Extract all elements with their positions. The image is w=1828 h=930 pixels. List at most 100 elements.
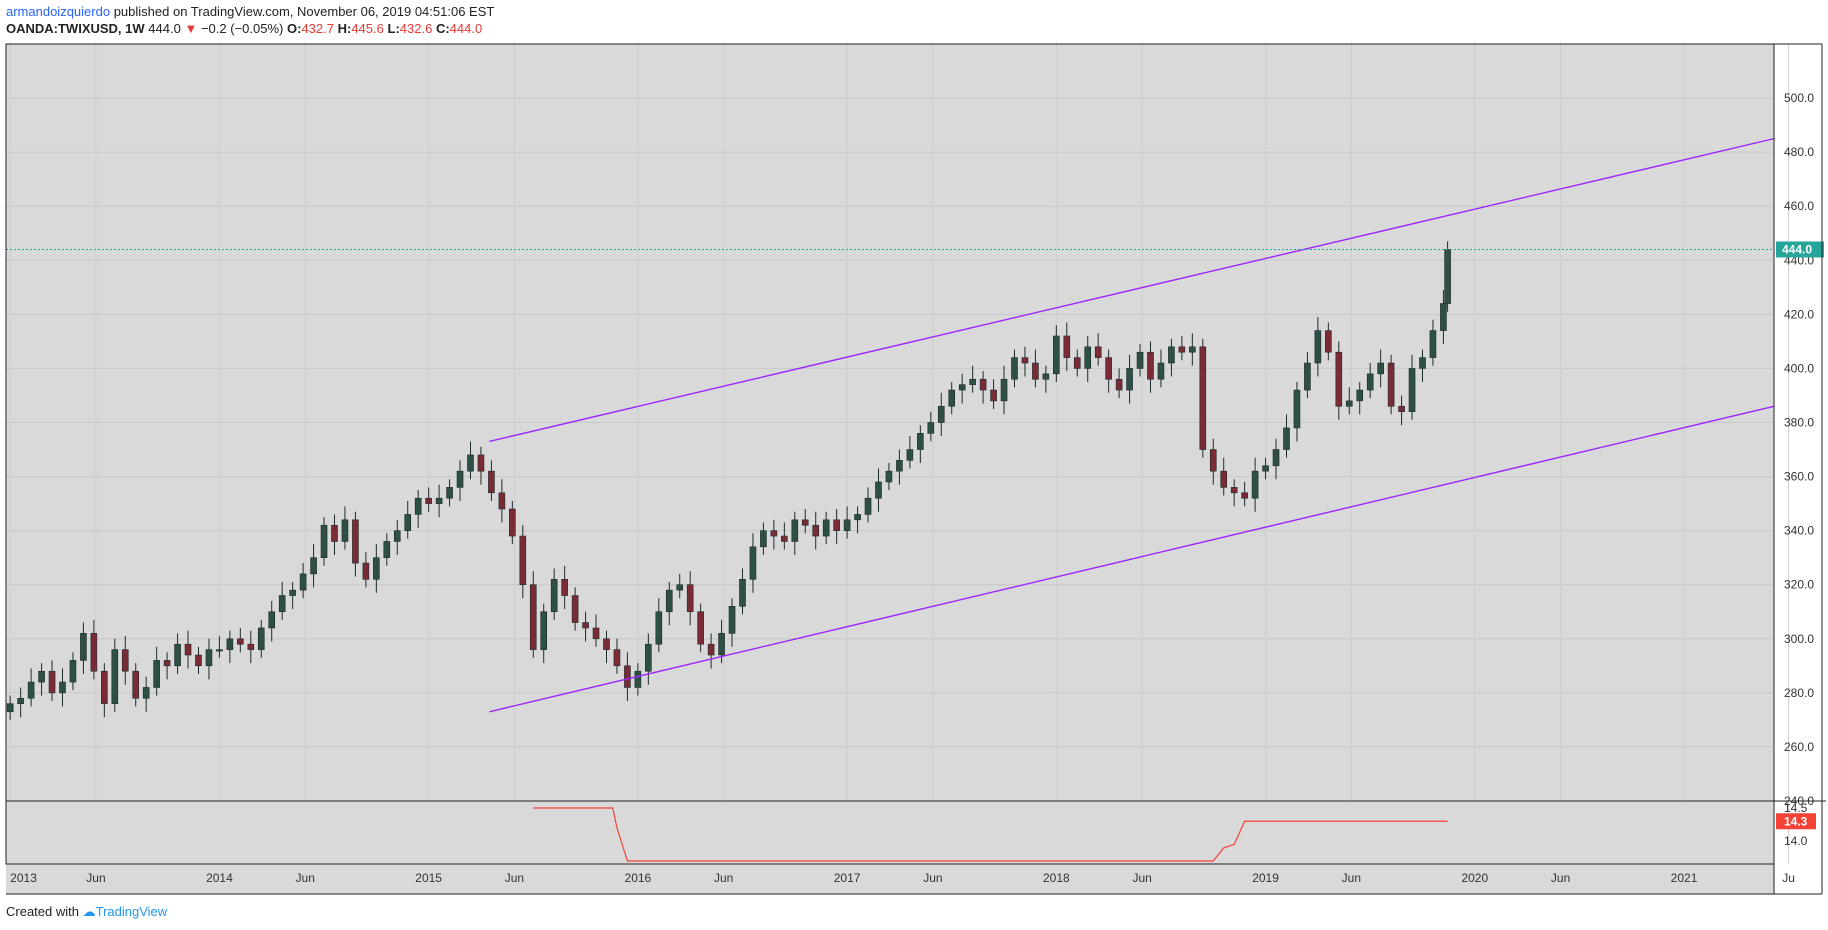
candle-body xyxy=(1000,378,1008,402)
open-label: O: xyxy=(286,21,302,36)
x-tick-label: Jun xyxy=(923,871,942,885)
candle-body xyxy=(906,449,914,461)
candle-body xyxy=(571,595,579,623)
candle-body xyxy=(477,454,485,472)
candle-body xyxy=(1189,346,1196,353)
candle-body xyxy=(655,611,663,645)
candle-body xyxy=(1335,351,1343,407)
close-label: C: xyxy=(435,21,450,36)
candle-body xyxy=(864,497,872,515)
last-price-badge xyxy=(1776,241,1824,258)
candle-body xyxy=(1325,330,1332,353)
low-value: 432.6 xyxy=(399,21,433,36)
y-tick-label: 280.0 xyxy=(1784,686,1814,700)
candle-body xyxy=(59,681,66,694)
footer: Created with ☁TradingView xyxy=(6,904,167,920)
price-change: −0.2 (−0.05%) xyxy=(200,21,284,36)
candle-body xyxy=(1387,362,1395,407)
x-tick-label: 2014 xyxy=(206,871,233,885)
candle-body xyxy=(634,670,642,688)
candle-body xyxy=(1105,357,1112,380)
candle-body xyxy=(519,535,527,586)
channel-lines[interactable] xyxy=(489,137,1775,713)
candle-body xyxy=(467,454,474,472)
y-tick-label: 260.0 xyxy=(1784,740,1814,754)
candle-body xyxy=(373,557,380,580)
time-axis[interactable]: 2013 Jun 2014 Jun 2015 Jun 2016 Jun 2017 Jun 2018 J… xyxy=(10,871,1795,885)
candle-body xyxy=(781,535,788,542)
x-tick-label: Ju xyxy=(1782,871,1795,885)
candle-body xyxy=(456,470,464,488)
x-tick-label: 2020 xyxy=(1461,871,1488,885)
candle-body xyxy=(38,670,45,683)
candle-body xyxy=(1199,346,1207,450)
candle-body xyxy=(226,638,234,650)
candle-body xyxy=(801,519,809,526)
candle-body xyxy=(686,584,694,613)
candle-body xyxy=(1011,357,1018,380)
candle-body xyxy=(718,633,725,656)
candle-body xyxy=(48,670,56,694)
y-tick-label: 500.0 xyxy=(1784,91,1814,105)
candle-body xyxy=(969,378,976,385)
x-tick-label: 2021 xyxy=(1671,871,1698,885)
x-tick-label: 2015 xyxy=(415,871,442,885)
candle-body xyxy=(1429,330,1437,358)
candle-body xyxy=(1220,470,1228,488)
candle-body xyxy=(592,627,600,640)
candle-body xyxy=(1168,346,1175,364)
candle-body xyxy=(414,497,422,515)
candle-body xyxy=(142,687,150,699)
x-tick-label: 2019 xyxy=(1252,871,1279,885)
candle-body xyxy=(132,670,140,699)
candle-body xyxy=(393,530,401,542)
candle-body xyxy=(1262,465,1269,472)
candle-body xyxy=(1209,449,1217,472)
candle-body xyxy=(216,649,223,652)
tradingview-logo-icon: ☁ xyxy=(82,904,96,919)
candle-body xyxy=(707,643,715,656)
y-tick-label: 320.0 xyxy=(1784,578,1814,592)
candle-body xyxy=(540,611,548,650)
candle-body xyxy=(896,460,903,472)
y-tick-label: 460.0 xyxy=(1784,199,1814,213)
price-axis[interactable]: 500.0480.0460.0440.0420.0400.0380.0360.0… xyxy=(1784,91,1814,808)
candle-body xyxy=(697,611,704,645)
x-tick-label: 2016 xyxy=(625,871,652,885)
candle-body xyxy=(1032,362,1039,380)
candle-body xyxy=(1084,346,1092,369)
gridlines xyxy=(6,44,1790,864)
high-value: 445.6 xyxy=(351,21,384,36)
x-tick-label: Jun xyxy=(505,871,524,885)
candle-body xyxy=(1398,405,1405,412)
candle-body xyxy=(1147,351,1154,380)
candle-body xyxy=(352,519,359,564)
candle-body xyxy=(1178,346,1186,353)
candle-body xyxy=(937,405,945,423)
candle-body xyxy=(268,611,276,629)
candle-body xyxy=(1366,373,1374,391)
open-value: 432.7 xyxy=(301,21,334,36)
x-tick-label: 2017 xyxy=(834,871,861,885)
candle-body xyxy=(1272,449,1280,467)
candle-body xyxy=(812,524,820,537)
low-label: L: xyxy=(387,21,400,36)
upper-channel-line xyxy=(489,137,1775,443)
candle-body xyxy=(1115,378,1123,391)
chart-background xyxy=(6,44,1774,894)
x-tick-label: 2013 xyxy=(10,871,37,885)
candle-body xyxy=(1440,303,1447,331)
x-tick-label: Jun xyxy=(1132,871,1151,885)
candle-body xyxy=(885,470,893,483)
candle-body xyxy=(184,643,192,656)
down-arrow-icon: ▼ xyxy=(184,21,198,36)
candle-body xyxy=(1073,357,1081,369)
candle-body xyxy=(1230,487,1238,494)
candle-body xyxy=(624,665,631,688)
author-link[interactable]: armandoizquierdo xyxy=(6,4,111,19)
publish-info: armandoizquierdo published on TradingVie… xyxy=(6,4,494,19)
candle-body xyxy=(1042,373,1050,380)
candle-body xyxy=(153,660,160,688)
tradingview-brand[interactable]: TradingView xyxy=(95,904,168,919)
